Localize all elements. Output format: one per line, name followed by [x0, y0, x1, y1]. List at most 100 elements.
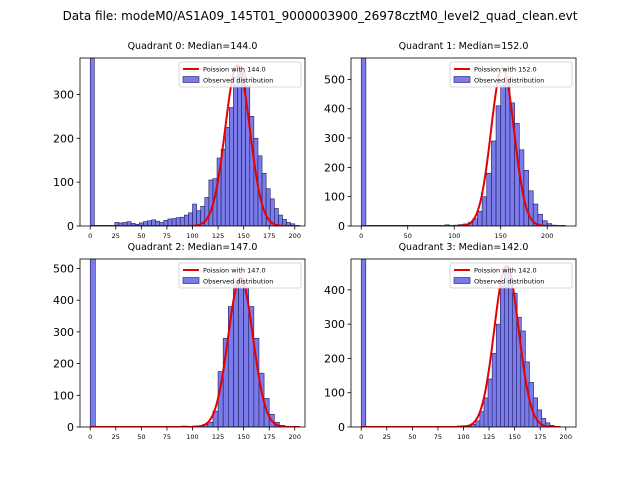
y-tick-label: 0	[67, 220, 74, 233]
x-tick-label: 50	[404, 232, 412, 240]
legend-box	[449, 61, 573, 88]
histogram-bar	[238, 277, 244, 427]
x-tick-label: 150	[494, 232, 506, 240]
histogram-bar	[224, 127, 230, 226]
histogram-bar	[505, 79, 511, 226]
x-tick-label: 0	[359, 232, 363, 240]
y-tick-label: 300	[53, 88, 74, 101]
x-tick-label: 75	[163, 232, 171, 240]
legend-line-label: Poission with 144.0	[203, 66, 266, 74]
x-tick-label: 175	[263, 232, 275, 240]
y-tick-label: 0	[67, 421, 74, 434]
histogram-bar	[184, 214, 189, 226]
x-tick-label: 25	[112, 433, 120, 441]
legend-quadrant-3: Poission with 142.0 Observed distribution	[449, 262, 573, 289]
panels: Quadrant 0: Median=144.0 0 25 50 75 100 125 150…	[53, 41, 577, 441]
y-tick-label: 0	[338, 421, 345, 434]
legend-bar-swatch	[182, 277, 200, 284]
histogram-bar	[481, 196, 488, 226]
x-tick-label: 125	[212, 232, 224, 240]
x-tick-label: 25	[383, 433, 391, 441]
histogram-bar	[278, 214, 283, 226]
poisson-fit-line-quadrant-1	[361, 66, 566, 226]
legend-bar-label: Observed distribution	[474, 278, 544, 286]
legend-quadrant-1: Poission with 152.0 Observed distribution	[449, 61, 573, 88]
subplot-title-quadrant-3: Quadrant 3: Median=142.0	[399, 242, 529, 253]
histogram-bar	[495, 105, 501, 226]
legend-box	[178, 262, 302, 289]
histogram-bar	[261, 173, 267, 226]
x-tick-label: 125	[483, 433, 495, 441]
histogram-bar	[491, 140, 497, 226]
histogram-bar	[229, 107, 234, 226]
legend-line-label: Poission with 142.0	[474, 267, 537, 275]
y-tick-label: 400	[53, 294, 74, 307]
legend-line-label: Poission with 147.0	[203, 267, 266, 275]
legend-bar-label: Observed distribution	[203, 77, 273, 85]
y-tick-label: 300	[324, 318, 345, 331]
x-tick-label: 125	[212, 433, 224, 441]
y-tick-label: 500	[53, 263, 74, 276]
subplot-quadrant-3: Quadrant 3: Median=142.0 0 25 50 75 100 125 150…	[324, 242, 577, 441]
legend-bar-swatch	[453, 277, 471, 284]
subplot-title-quadrant-2: Quadrant 2: Median=147.0	[128, 242, 258, 253]
histogram-bar	[233, 76, 238, 226]
y-tick-label: 100	[53, 389, 74, 402]
x-tick-label: 100	[457, 433, 469, 441]
y-tick-label: 300	[324, 132, 345, 145]
legend-box	[178, 61, 302, 88]
histogram-bar	[237, 69, 242, 226]
histogram-bar	[89, 259, 96, 427]
histogram-bar	[290, 223, 296, 226]
subplot-quadrant-0: Quadrant 0: Median=144.0 0 25 50 75 100 125 150…	[53, 41, 306, 240]
y-tick-label: 100	[324, 387, 345, 400]
x-tick-label: 50	[137, 433, 145, 441]
y-tick-label: 200	[53, 358, 74, 371]
histogram-bar	[179, 216, 185, 226]
x-tick-label: 75	[163, 433, 171, 441]
y-tick-label: 300	[53, 326, 74, 339]
y-tick-label: 400	[324, 284, 345, 297]
y-tick-label: 200	[324, 352, 345, 365]
histogram-bar	[274, 208, 279, 226]
histogram-bar	[89, 58, 95, 226]
histogram-bar	[360, 259, 367, 427]
figure-suptitle: Data file: modeM0/AS1A09_145T01_90000039…	[63, 9, 578, 23]
x-tick-label: 0	[359, 433, 363, 441]
subplot-quadrant-2: Quadrant 2: Median=147.0 0 25 50 75 100 125 150…	[53, 242, 306, 441]
histogram-bar	[192, 203, 197, 226]
histogram-bar	[500, 84, 506, 226]
poisson-fit-line-quadrant-0	[90, 63, 300, 226]
legend-bar-label: Observed distribution	[474, 77, 544, 85]
x-tick-label: 175	[263, 433, 275, 441]
x-tick-label: 150	[237, 232, 249, 240]
legend-bar-label: Observed distribution	[203, 278, 273, 286]
subplot-title-quadrant-1: Quadrant 1: Median=152.0	[399, 41, 529, 52]
histogram-bar	[167, 218, 173, 226]
histogram-bar	[175, 217, 181, 226]
x-tick-label: 50	[408, 433, 416, 441]
x-tick-label: 50	[137, 232, 145, 240]
subplot-title-quadrant-0: Quadrant 0: Median=144.0	[128, 41, 258, 52]
x-tick-label: 0	[88, 433, 92, 441]
x-tick-label: 100	[186, 433, 198, 441]
x-tick-label: 200	[560, 433, 572, 441]
x-tick-label: 200	[541, 232, 553, 240]
y-tick-label: 0	[338, 220, 345, 233]
histogram-bar	[486, 172, 492, 226]
subplot-quadrant-1: Quadrant 1: Median=152.0 0 50 100 150 200 0 100…	[324, 41, 577, 240]
x-tick-label: 0	[88, 232, 92, 240]
x-tick-label: 100	[186, 232, 198, 240]
x-tick-label: 25	[112, 232, 120, 240]
histogram-bar	[477, 211, 483, 226]
x-tick-label: 75	[434, 433, 442, 441]
y-tick-label: 200	[324, 161, 345, 174]
legend-box	[449, 262, 573, 289]
y-tick-label: 100	[53, 176, 74, 189]
legend-bar-swatch	[182, 76, 200, 83]
axes-frame-quadrant-1	[350, 57, 577, 227]
histogram-bar	[188, 212, 193, 226]
y-tick-label: 400	[324, 103, 345, 116]
histogram-bar	[233, 280, 239, 427]
